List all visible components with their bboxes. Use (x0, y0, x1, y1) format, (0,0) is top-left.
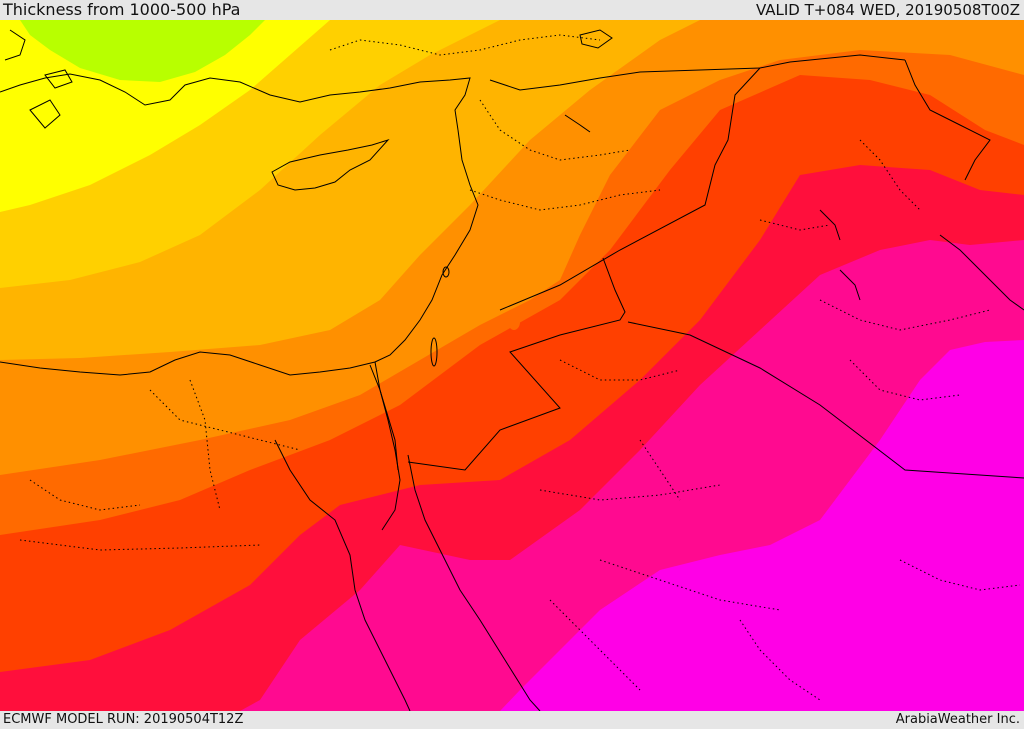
model-run-label: ECMWF MODEL RUN: 20190504T12Z (3, 712, 244, 727)
map-title: Thickness from 1000-500 hPa (3, 0, 241, 19)
provider-label: ArabiaWeather Inc. (895, 712, 1020, 727)
internal-boundaries (19, 34, 1021, 701)
warm-blob (836, 280, 864, 300)
warm-blob (508, 314, 520, 330)
header-bar: Thickness from 1000-500 hPa VALID T+084 … (0, 0, 1024, 20)
coastlines (0, 29, 1024, 711)
band-lime (20, 20, 265, 82)
footer-bar: ECMWF MODEL RUN: 20190504T12Z ArabiaWeat… (0, 711, 1024, 729)
thickness-map[interactable] (0, 20, 1024, 711)
valid-time-label: VALID T+084 WED, 20190508T00Z (755, 1, 1020, 19)
borders (369, 54, 1024, 479)
